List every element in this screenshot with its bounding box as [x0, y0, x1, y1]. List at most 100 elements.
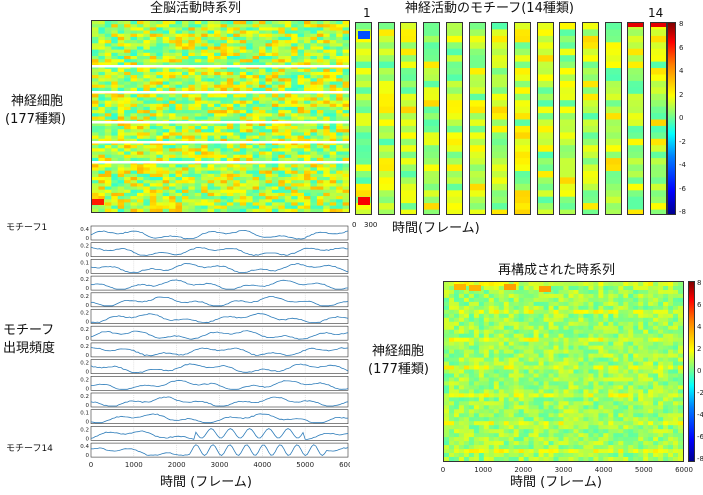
heatmap-cell — [543, 325, 550, 331]
motif-cell — [605, 35, 621, 43]
heatmap-cell — [523, 425, 530, 430]
heatmap-cell — [175, 78, 183, 82]
heatmap-cell — [207, 71, 215, 76]
heatmap-cell — [233, 116, 241, 121]
heatmap-cell — [498, 305, 505, 311]
heatmap-cell — [104, 43, 112, 47]
heatmap-cell — [454, 333, 460, 339]
heatmap-cell — [508, 317, 515, 323]
heatmap-cell — [568, 313, 574, 319]
heatmap-cell — [663, 401, 669, 406]
heatmap-cell — [454, 297, 460, 303]
heatmap-cell — [271, 202, 279, 207]
heatmap-cell — [304, 138, 311, 143]
heatmap-cell — [329, 205, 337, 210]
motif-cell — [651, 55, 667, 63]
heatmap-cell — [143, 75, 151, 79]
heatmap-cell — [92, 94, 99, 98]
heatmap-cell — [137, 43, 144, 47]
heatmap-cell — [239, 170, 247, 175]
heatmap-cell — [323, 196, 331, 200]
heatmap-cell — [137, 103, 144, 108]
heatmap-cell — [265, 164, 273, 168]
heatmap-cell — [633, 337, 639, 343]
heatmap-cell — [297, 84, 305, 89]
heatmap-cell — [638, 393, 644, 398]
heatmap-cell — [449, 349, 455, 355]
motif-cell — [446, 145, 462, 153]
motif-cell — [560, 68, 576, 75]
heatmap-cell — [598, 313, 604, 319]
motif-cell — [401, 119, 417, 127]
heatmap-cell — [508, 381, 515, 386]
heatmap-cell — [342, 196, 349, 200]
heatmap-cell — [220, 46, 228, 51]
heatmap-cell — [130, 81, 138, 86]
heatmap-cell — [613, 385, 619, 390]
heatmap-cell — [638, 353, 644, 359]
heatmap-cell — [493, 353, 500, 359]
motif-cell — [651, 145, 667, 153]
heatmap-cell — [603, 421, 609, 426]
heatmap-cell — [563, 305, 569, 311]
heatmap-cell — [143, 138, 151, 143]
motif-panel — [627, 22, 645, 215]
heatmap-cell — [488, 337, 495, 343]
heatmap-cell — [246, 71, 254, 76]
heatmap-cell — [98, 116, 106, 121]
motif-cell — [514, 190, 530, 198]
heatmap-cell — [623, 417, 629, 422]
heatmap-cell — [233, 36, 241, 41]
heatmap-cell — [111, 103, 119, 108]
heatmap-cell — [239, 33, 247, 38]
heatmap-cell — [156, 129, 164, 133]
heatmap-cell — [483, 341, 490, 347]
heatmap-cell — [548, 337, 555, 343]
heatmap-cell — [463, 417, 470, 422]
heatmap-cell — [291, 126, 299, 130]
heatmap-cell — [214, 205, 221, 210]
heatmap-cell — [175, 186, 183, 191]
heatmap-cell — [648, 405, 654, 410]
motif-cell — [628, 132, 644, 140]
heatmap-cell — [259, 21, 266, 25]
heatmap-cell — [668, 309, 674, 315]
heatmap-cell — [259, 71, 266, 76]
heatmap-cell — [528, 333, 535, 339]
heatmap-cell — [143, 97, 151, 102]
heatmap-cell — [493, 357, 500, 363]
heatmap-cell — [130, 49, 138, 54]
heatmap-cell — [304, 205, 311, 210]
heatmap-cell — [342, 49, 349, 54]
motif-cell — [560, 55, 576, 63]
heatmap-cell — [593, 341, 599, 347]
neurons-right-label-line2: (177種類) — [368, 362, 429, 377]
motif-cell — [537, 119, 553, 127]
heatmap-cell — [175, 116, 183, 121]
heatmap-cell — [473, 329, 480, 335]
heatmap-cell — [658, 449, 664, 454]
heatmap-cell — [259, 24, 266, 28]
heatmap-cell — [329, 199, 337, 203]
heatmap-cell — [633, 385, 639, 390]
y-tick-label: 0 — [86, 436, 90, 442]
heatmap-cell — [658, 313, 664, 319]
heatmap-cell — [284, 129, 292, 133]
heatmap-cell — [278, 208, 286, 212]
y-tick-label: 0 — [86, 320, 90, 326]
heatmap-cell — [98, 177, 106, 181]
motif-cell — [378, 196, 394, 204]
motif-cell — [401, 158, 417, 165]
heatmap-cell — [201, 71, 209, 76]
heatmap-cell — [226, 116, 234, 121]
heatmap-cell — [543, 369, 550, 374]
heatmap-cell — [104, 164, 112, 168]
heatmap-cell — [518, 329, 525, 335]
heatmap-cell — [271, 145, 279, 149]
heatmap-cell — [498, 373, 505, 378]
heatmap-cell — [156, 157, 164, 162]
heatmap-cell — [678, 421, 683, 426]
heatmap-cell — [278, 46, 286, 51]
heatmap-cell — [543, 290, 550, 295]
heatmap-cell — [214, 177, 221, 181]
